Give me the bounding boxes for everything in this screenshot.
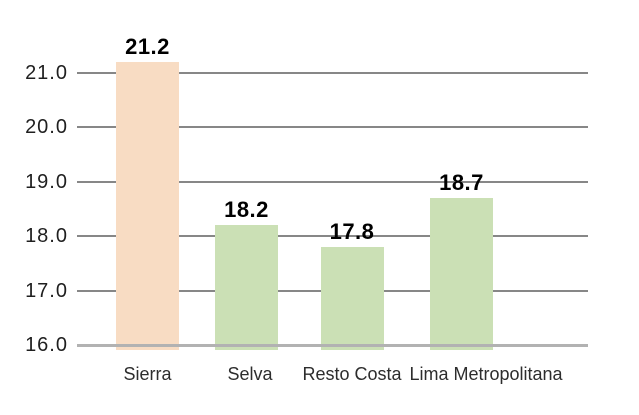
- bar-selva: [215, 225, 278, 350]
- y-axis-tick-label: 19.0: [25, 170, 68, 193]
- gridline: [77, 71, 588, 74]
- y-axis-tick-label: 16.0: [25, 334, 68, 356]
- gridline: [77, 126, 588, 128]
- bar-sierra: [116, 61, 179, 350]
- bar-value-label: 17.8: [329, 218, 375, 244]
- bar-resto-costa: [320, 246, 384, 350]
- x-axis-baseline: [77, 344, 588, 347]
- x-axis-category-label: Lima Metropolitana: [409, 364, 563, 384]
- y-axis-tick-label: 21.0: [25, 61, 68, 84]
- x-axis-category-label: Selva: [227, 364, 273, 384]
- bar-lima-metropolitana: [430, 197, 493, 350]
- bar-value-label: 18.7: [439, 169, 484, 195]
- bar-value-label: 18.2: [224, 197, 269, 223]
- gridline: [77, 180, 588, 183]
- x-axis-category-label: Sierra: [123, 364, 172, 384]
- y-axis-tick-label: 17.0: [25, 279, 68, 302]
- bar-value-label: 21.2: [125, 33, 170, 59]
- x-axis-category-label: Resto Costa: [302, 364, 402, 384]
- gridline: [77, 235, 588, 237]
- y-axis-tick-label: 18.0: [25, 225, 68, 247]
- y-axis-tick-label: 20.0: [25, 116, 68, 138]
